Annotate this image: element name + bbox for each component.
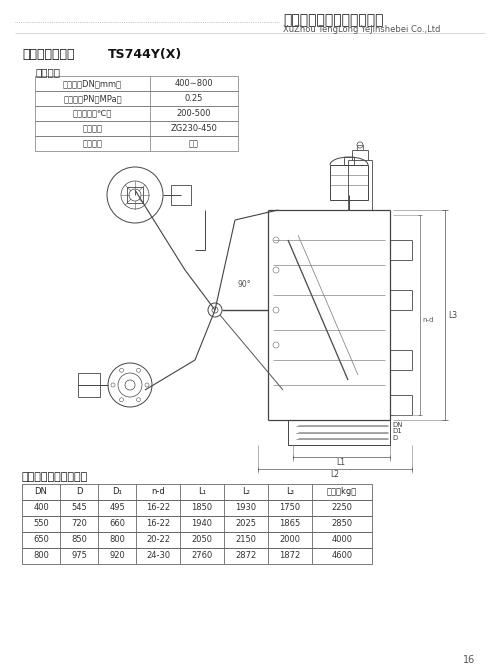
Text: 适用温度（℃）: 适用温度（℃） — [73, 109, 112, 118]
Bar — [78, 373, 100, 397]
Text: 2150: 2150 — [236, 536, 256, 544]
Text: 200-500: 200-500 — [177, 109, 211, 118]
Text: 某气: 某气 — [189, 139, 199, 148]
Text: 质量（kg）: 质量（kg） — [327, 487, 357, 496]
Text: D: D — [76, 487, 82, 496]
Text: DN: DN — [34, 487, 48, 496]
Bar — [22, 532, 372, 548]
Text: L3: L3 — [448, 311, 457, 319]
Bar — [35, 106, 238, 121]
Text: XuZhou TengLong YeJinshebei Co.,Ltd: XuZhou TengLong YeJinshebei Co.,Ltd — [283, 25, 440, 34]
Text: L₁: L₁ — [198, 487, 206, 496]
Bar — [330, 165, 368, 200]
Text: DN: DN — [392, 422, 402, 428]
Bar — [288, 420, 390, 445]
Text: 16-22: 16-22 — [146, 504, 170, 512]
Text: 1850: 1850 — [192, 504, 212, 512]
Text: 16: 16 — [463, 655, 475, 665]
Text: 2025: 2025 — [236, 520, 256, 528]
Text: 1865: 1865 — [280, 520, 300, 528]
Text: 0.25: 0.25 — [185, 94, 203, 103]
Text: 16-22: 16-22 — [146, 520, 170, 528]
Text: D: D — [392, 435, 397, 441]
Text: 2850: 2850 — [332, 520, 352, 528]
Text: 1940: 1940 — [192, 520, 212, 528]
Text: 650: 650 — [33, 536, 49, 544]
Text: 2250: 2250 — [332, 504, 352, 512]
Text: 4600: 4600 — [332, 552, 352, 560]
Text: 2000: 2000 — [280, 536, 300, 544]
Text: L₂: L₂ — [242, 487, 250, 496]
Bar — [171, 185, 191, 205]
Bar — [127, 187, 143, 203]
Text: D1: D1 — [392, 428, 402, 434]
Text: L1: L1 — [336, 458, 345, 467]
Text: n-d: n-d — [151, 487, 165, 496]
Text: 4000: 4000 — [332, 536, 352, 544]
Text: 975: 975 — [71, 552, 87, 560]
Bar — [22, 548, 372, 564]
Text: 公称通径DN（mm）: 公称通径DN（mm） — [63, 79, 122, 88]
Text: D₁: D₁ — [112, 487, 122, 496]
Bar — [22, 500, 372, 516]
Bar — [35, 91, 238, 106]
Text: 24-30: 24-30 — [146, 552, 170, 560]
Text: 550: 550 — [33, 520, 49, 528]
Text: L₃: L₃ — [286, 487, 294, 496]
Text: 545: 545 — [71, 504, 87, 512]
Text: 850: 850 — [71, 536, 87, 544]
Text: 工作压力PN（MPa）: 工作压力PN（MPa） — [63, 94, 122, 103]
Text: 920: 920 — [109, 552, 125, 560]
Bar — [35, 76, 238, 91]
Bar — [35, 121, 238, 136]
Text: 阀体材质: 阀体材质 — [82, 124, 102, 133]
Text: 2050: 2050 — [192, 536, 212, 544]
Text: 【某气放散阀】: 【某气放散阀】 — [22, 48, 74, 61]
Text: 2872: 2872 — [236, 552, 256, 560]
Text: ZG230-450: ZG230-450 — [170, 124, 218, 133]
Text: 1930: 1930 — [236, 504, 256, 512]
Text: 400∼800: 400∼800 — [174, 79, 214, 88]
Text: n-d: n-d — [422, 317, 434, 323]
Text: L2: L2 — [330, 470, 340, 479]
Text: 1750: 1750 — [280, 504, 300, 512]
Text: 主要尺寸、参数及质量: 主要尺寸、参数及质量 — [22, 472, 88, 482]
Text: 性能规范: 性能规范 — [36, 67, 61, 77]
Text: 20-22: 20-22 — [146, 536, 170, 544]
Text: 1872: 1872 — [280, 552, 300, 560]
Text: 495: 495 — [109, 504, 125, 512]
Bar — [35, 136, 238, 151]
Text: 2760: 2760 — [192, 552, 212, 560]
Text: 徐州腾龙冶金设备有限公司: 徐州腾龙冶金设备有限公司 — [283, 13, 384, 27]
Text: 720: 720 — [71, 520, 87, 528]
Text: TS744Y(X): TS744Y(X) — [108, 48, 182, 61]
Bar — [22, 484, 372, 500]
Text: 适用介质: 适用介质 — [82, 139, 102, 148]
Text: 400: 400 — [33, 504, 49, 512]
Bar — [22, 516, 372, 532]
Text: 800: 800 — [109, 536, 125, 544]
Text: 90°: 90° — [237, 280, 250, 289]
Text: 800: 800 — [33, 552, 49, 560]
Text: 660: 660 — [109, 520, 125, 528]
Bar — [344, 157, 354, 165]
